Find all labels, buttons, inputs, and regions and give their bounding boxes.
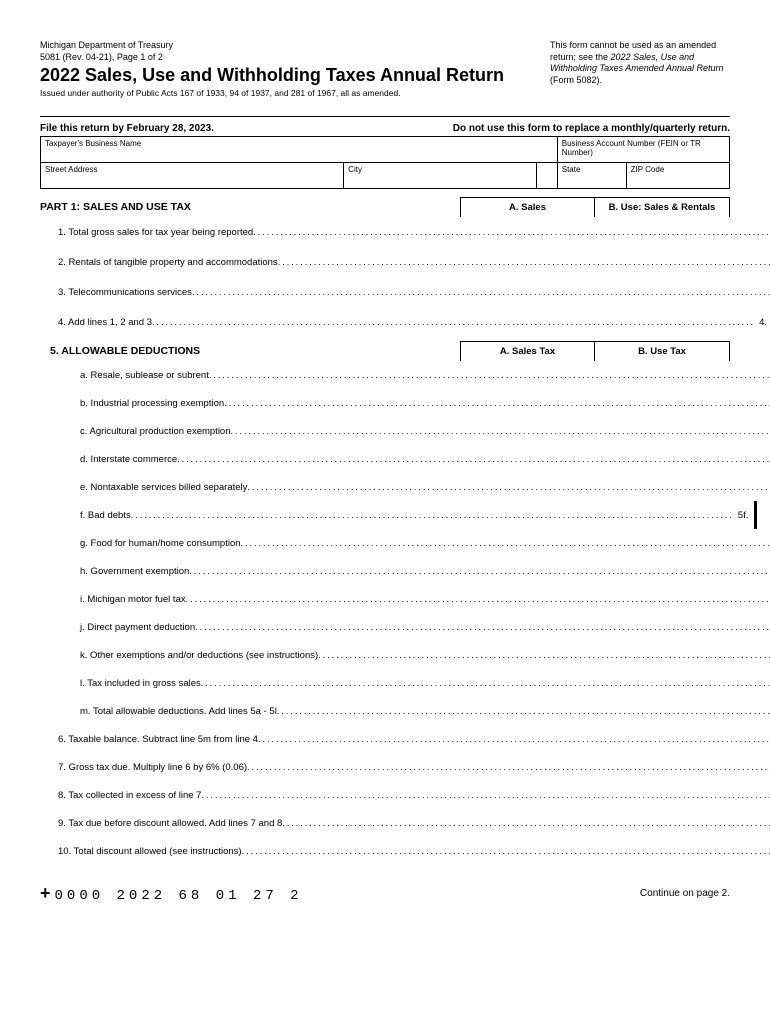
line-5h-label: h. Government exemption — [80, 566, 189, 577]
line-8-label: 8. Tax collected in excess of line 7 — [58, 790, 201, 801]
col-b-usetax: B. Use Tax — [595, 341, 730, 361]
line-5j-label: j. Direct payment deduction — [80, 622, 195, 633]
line-5f-colB[interactable] — [756, 501, 757, 529]
line-7-label: 7. Gross tax due. Multiply line 6 by 6% … — [58, 762, 247, 773]
no-replace-notice: Do not use this form to replace a monthl… — [453, 123, 730, 134]
part1-heading: PART 1: SALES AND USE TAX — [40, 197, 460, 217]
file-deadline: File this return by February 28, 2023. — [40, 123, 214, 134]
footer-continue: Continue on page 2. — [640, 888, 730, 899]
line-3-label: 3. Telecommunications services — [58, 287, 192, 298]
field-zip[interactable]: ZIP Code — [626, 163, 729, 189]
line-5l-label: l. Tax included in gross sales — [80, 678, 201, 689]
line-5i-label: i. Michigan motor fuel tax — [80, 594, 186, 605]
line-6-label: 6. Taxable balance. Subtract line 5m fro… — [58, 734, 258, 745]
line-5c-label: c. Agricultural production exemption — [80, 426, 231, 437]
line-2-label: 2. Rentals of tangible property and acco… — [58, 257, 278, 268]
line-4-num: 4. — [759, 307, 770, 337]
line-5m-label: m. Total allowable deductions. Add lines… — [80, 706, 277, 717]
line-5e-label: e. Nontaxable services billed separately — [80, 482, 247, 493]
col-a-sales: A. Sales — [460, 197, 595, 217]
line-5a-label: a. Resale, sublease or subrent — [80, 370, 209, 381]
line-5-heading: 5. ALLOWABLE DEDUCTIONS — [40, 341, 460, 361]
field-taxpayer-name[interactable]: Taxpayer's Business Name — [41, 137, 558, 163]
line-5f-label: f. Bad debts — [80, 510, 131, 521]
col-a-salestax: A. Sales Tax — [460, 341, 595, 361]
col-b-use: B. Use: Sales & Rentals — [595, 197, 730, 217]
line-10-label: 10. Total discount allowed (see instruct… — [58, 846, 242, 857]
form-title: 2022 Sales, Use and Withholding Taxes An… — [40, 65, 504, 86]
identity-box: Taxpayer's Business Name Business Accoun… — [40, 136, 730, 189]
field-account-number[interactable]: Business Account Number (FEIN or TR Numb… — [557, 137, 729, 163]
line-5f-num: 5f. — [738, 501, 755, 529]
footer-barcode: +0000 2022 68 01 27 2 — [40, 883, 303, 904]
line-5k-label: k. Other exemptions and/or deductions (s… — [80, 650, 318, 661]
line-1-label: 1. Total gross sales for tax year being … — [58, 227, 253, 238]
field-city[interactable]: City — [344, 163, 537, 189]
amended-notice: This form cannot be used as an amended r… — [550, 40, 730, 87]
field-state[interactable]: State — [557, 163, 626, 189]
line-5b-label: b. Industrial processing exemption — [80, 398, 224, 409]
line-9-label: 9. Tax due before discount allowed. Add … — [58, 818, 282, 829]
field-street[interactable]: Street Address — [41, 163, 344, 189]
line-5g-label: g. Food for human/home consumption — [80, 538, 241, 549]
dept-line1: Michigan Department of Treasury — [40, 40, 504, 52]
dept-line2: 5081 (Rev. 04-21), Page 1 of 2 — [40, 52, 504, 64]
authority-line: Issued under authority of Public Acts 16… — [40, 88, 504, 98]
line-5d-label: d. Interstate commerce — [80, 454, 177, 465]
line-4-label: 4. Add lines 1, 2 and 3 — [58, 317, 152, 328]
